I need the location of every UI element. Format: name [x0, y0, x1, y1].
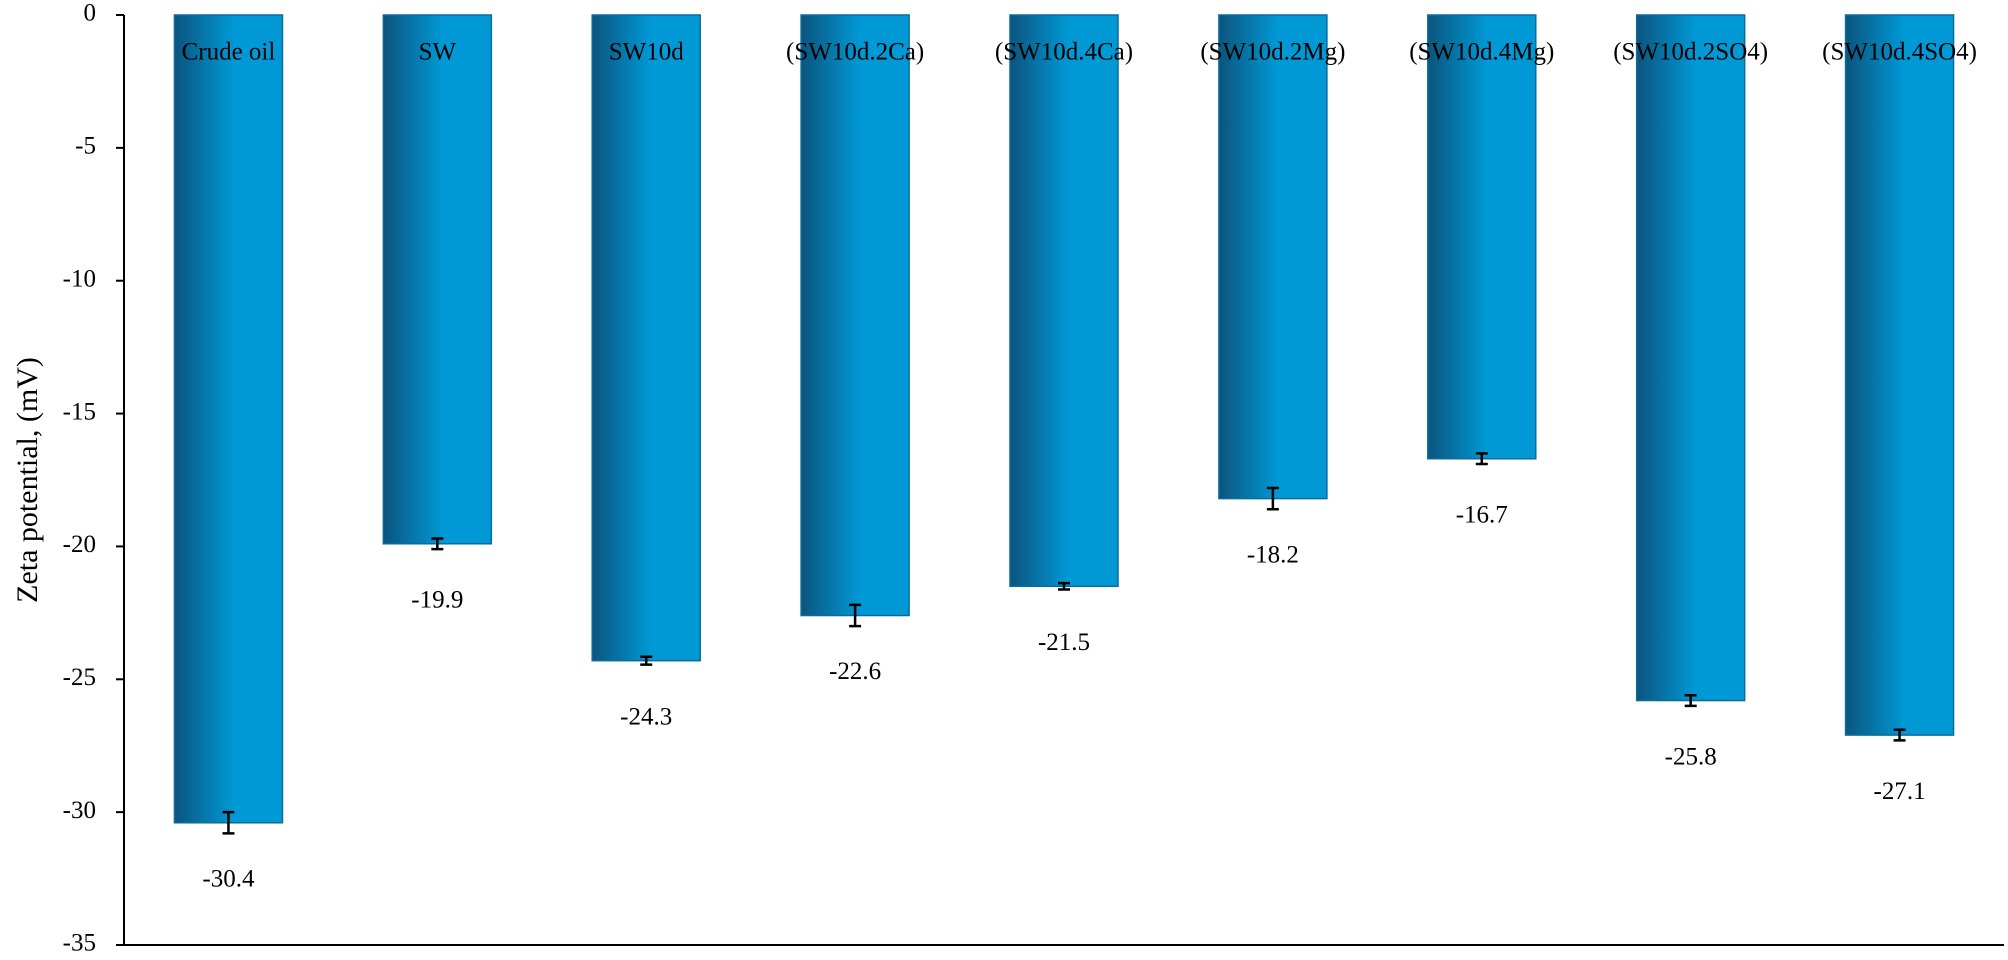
error-bar — [1058, 581, 1070, 591]
value-label: -24.3 — [620, 703, 672, 730]
bar — [382, 14, 493, 545]
bar — [1635, 14, 1746, 702]
y-tick-label: -20 — [63, 531, 96, 558]
bar — [1844, 14, 1955, 736]
error-bar — [640, 655, 653, 666]
error-bar — [1266, 486, 1279, 511]
y-tick-label: 0 — [84, 0, 97, 27]
y-tick-label: -5 — [75, 133, 96, 160]
bar — [1427, 14, 1537, 460]
bar — [800, 14, 910, 617]
category-label: (SW10d.2Ca) — [786, 39, 924, 66]
error-bar — [1893, 728, 1906, 742]
error-bar — [1684, 693, 1697, 708]
category-label: Crude oil — [182, 39, 276, 66]
y-tick-label: -15 — [63, 398, 96, 425]
y-tick-label: -35 — [63, 930, 96, 957]
y-tick-label: -30 — [63, 797, 96, 824]
category-label: (SW10d.4SO4) — [1822, 39, 1977, 66]
error-bar — [849, 603, 862, 628]
bar — [1009, 14, 1119, 588]
category-label: SW10d — [609, 39, 685, 66]
error-bar — [431, 537, 444, 551]
category-label: (SW10d.4Mg) — [1409, 39, 1554, 66]
y-axis-title: Zeta potential, (mV) — [11, 357, 44, 603]
value-label: -18.2 — [1247, 541, 1299, 568]
category-label: (SW10d.2Mg) — [1200, 39, 1345, 66]
value-label: -27.1 — [1874, 778, 1926, 805]
category-label: SW — [419, 39, 457, 66]
value-label: -19.9 — [411, 587, 463, 614]
y-tick-label: -10 — [63, 265, 96, 292]
value-label: -21.5 — [1038, 629, 1090, 656]
category-label: (SW10d.2SO4) — [1613, 39, 1768, 66]
error-bar — [1475, 452, 1488, 466]
value-label: -22.6 — [829, 658, 881, 685]
category-label: (SW10d.4Ca) — [995, 39, 1133, 66]
bar — [591, 14, 701, 662]
y-tick-label: -25 — [63, 664, 96, 691]
error-bar — [222, 810, 235, 835]
value-label: -16.7 — [1456, 501, 1508, 528]
value-label: -30.4 — [202, 866, 255, 893]
plot-area: 0 -5 -10 -15 -20 -25 -30 -35 -30.4 Crude oil -19.9… — [63, 0, 2004, 957]
value-label: -25.8 — [1665, 743, 1717, 770]
bar — [1218, 14, 1328, 500]
bar — [173, 14, 284, 824]
